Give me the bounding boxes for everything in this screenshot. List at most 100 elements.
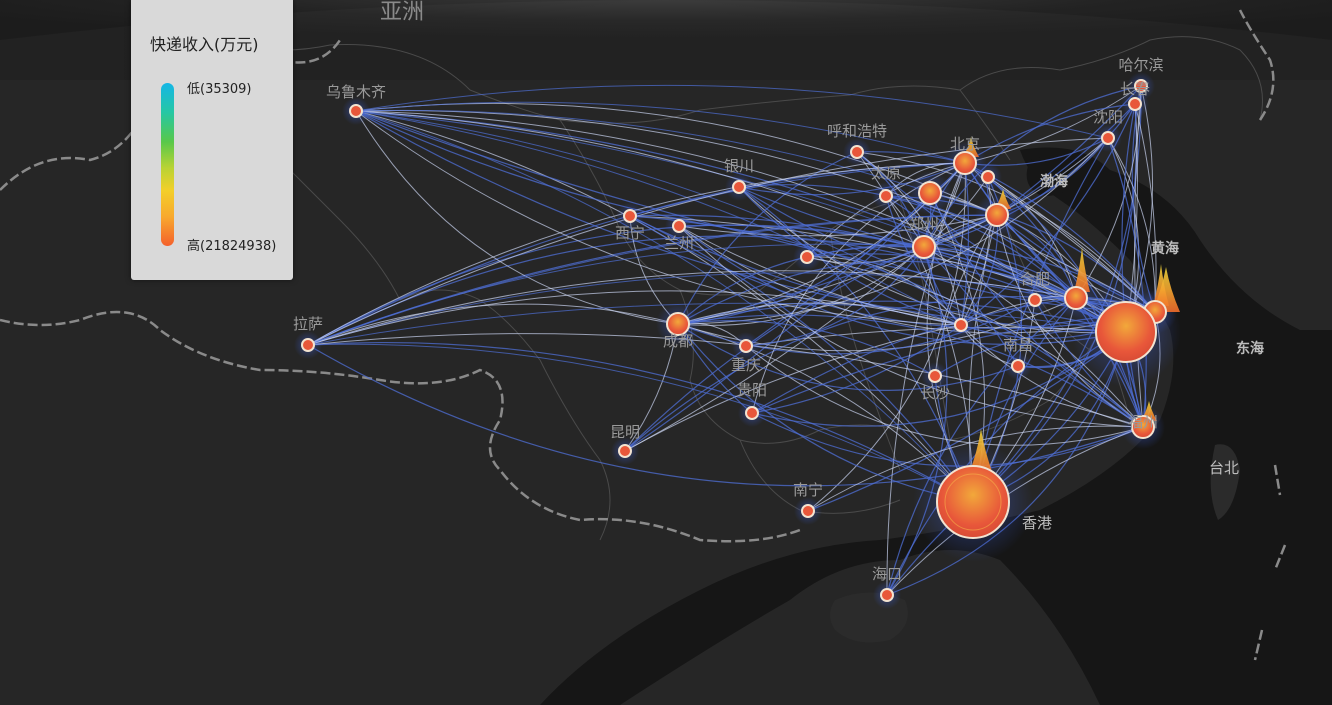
flow-line	[355, 110, 1144, 428]
city-marker[interactable]	[981, 170, 995, 184]
volume-cone	[1074, 247, 1090, 292]
city-marker[interactable]	[1011, 359, 1025, 373]
city-label: 昆明	[610, 423, 640, 441]
city-marker[interactable]	[732, 180, 746, 194]
flow-line	[677, 260, 1077, 325]
city-label: 兰州	[664, 234, 694, 252]
place-label-hongkong: 香港	[1022, 514, 1052, 532]
city-label: 合肥	[1020, 270, 1050, 288]
flow-line	[307, 302, 1127, 346]
city-marker[interactable]	[879, 189, 893, 203]
flow-line	[923, 85, 1142, 248]
city-marker[interactable]	[349, 104, 363, 118]
flow-line	[964, 85, 1142, 164]
city-markers[interactable]	[301, 79, 1167, 602]
city-label: 银川	[724, 157, 754, 175]
city-label: 福州	[1128, 413, 1158, 431]
sea-label-donghai: 东海	[1236, 340, 1264, 357]
flow-line	[751, 331, 1127, 427]
city-marker[interactable]	[1028, 293, 1042, 307]
flow-line	[307, 343, 974, 503]
city-marker-ring	[944, 473, 1002, 531]
legend-panel: 快递收入(万元) 低(35309) 高(21824938)	[131, 0, 293, 280]
flow-line	[355, 110, 679, 325]
flow-line	[751, 324, 962, 414]
city-marker[interactable]	[880, 588, 894, 602]
flow-line	[355, 109, 998, 216]
city-marker[interactable]	[672, 219, 686, 233]
flow-line	[355, 110, 962, 326]
city-marker-large[interactable]	[985, 203, 1009, 227]
city-label: 南昌	[1003, 336, 1033, 354]
flow-line	[355, 110, 962, 326]
flow-line	[677, 214, 998, 325]
flow-line	[677, 314, 1144, 428]
city-marker[interactable]	[739, 339, 753, 353]
flow-line	[355, 110, 925, 248]
city-marker[interactable]	[928, 369, 942, 383]
flow-line	[806, 256, 1144, 428]
city-label: 太原	[871, 164, 901, 182]
flow-line	[355, 84, 1109, 139]
city-marker[interactable]	[800, 250, 814, 264]
flow-line	[923, 137, 1109, 248]
city-label: 长沙	[920, 384, 950, 402]
legend-title: 快递收入(万元)	[150, 35, 259, 54]
city-marker-large[interactable]	[918, 181, 942, 205]
flow-line	[355, 110, 974, 503]
flow-line	[929, 192, 1144, 428]
flow-line	[629, 215, 1077, 299]
city-marker-large[interactable]	[1064, 286, 1088, 310]
volume-cones	[963, 137, 1180, 474]
flow-line	[355, 101, 966, 164]
city-marker-large[interactable]	[953, 151, 977, 175]
flow-line	[678, 225, 962, 326]
city-marker[interactable]	[618, 444, 632, 458]
flow-line	[960, 324, 1144, 428]
flow-line	[923, 246, 1144, 428]
sea-label-bohai: 渤海	[1040, 173, 1068, 190]
city-marker[interactable]	[850, 145, 864, 159]
city-label: 郑州	[909, 215, 939, 233]
city-marker[interactable]	[745, 406, 759, 420]
city-marker[interactable]	[623, 209, 637, 223]
city-marker-large[interactable]	[1131, 415, 1155, 439]
city-marker-hub[interactable]	[1095, 301, 1157, 363]
city-marker-large[interactable]	[666, 312, 690, 336]
city-marker[interactable]	[1128, 97, 1142, 111]
city-label: 哈尔滨	[1118, 56, 1163, 74]
city-marker-large[interactable]	[912, 235, 936, 259]
flow-line	[678, 214, 998, 237]
taiwan-island	[1210, 444, 1240, 520]
legend-high-label: 高(21824938)	[187, 239, 277, 254]
city-marker[interactable]	[1134, 79, 1148, 93]
legend-color-scale[interactable]	[161, 83, 174, 246]
flow-line	[307, 341, 974, 503]
flow-line	[624, 246, 925, 452]
sea-label-huanghai: 黄海	[1151, 240, 1179, 257]
flow-line	[307, 290, 962, 346]
flow-line	[677, 323, 1019, 391]
flow-line	[738, 186, 925, 248]
city-label: 贵阳	[737, 381, 767, 399]
city-marker-hub[interactable]	[936, 465, 1010, 539]
volume-cone	[969, 429, 993, 474]
sea-area	[540, 147, 1332, 705]
city-marker[interactable]	[801, 504, 815, 518]
flow-line	[307, 214, 998, 346]
flow-line	[307, 137, 1109, 346]
city-marker[interactable]	[954, 318, 968, 332]
city-label: 重庆	[731, 356, 761, 374]
region-label-asia: 亚洲	[380, 0, 424, 25]
flow-line	[745, 345, 1144, 446]
city-label: 北京	[950, 135, 980, 153]
city-marker[interactable]	[301, 338, 315, 352]
city-label: 沈阳	[1093, 108, 1123, 126]
city-marker[interactable]	[1101, 131, 1115, 145]
city-label: 长春	[1120, 80, 1150, 98]
flow-line	[307, 333, 1144, 428]
flow-line	[677, 151, 858, 325]
city-label: 海口	[872, 565, 902, 583]
flow-line	[307, 270, 1077, 346]
